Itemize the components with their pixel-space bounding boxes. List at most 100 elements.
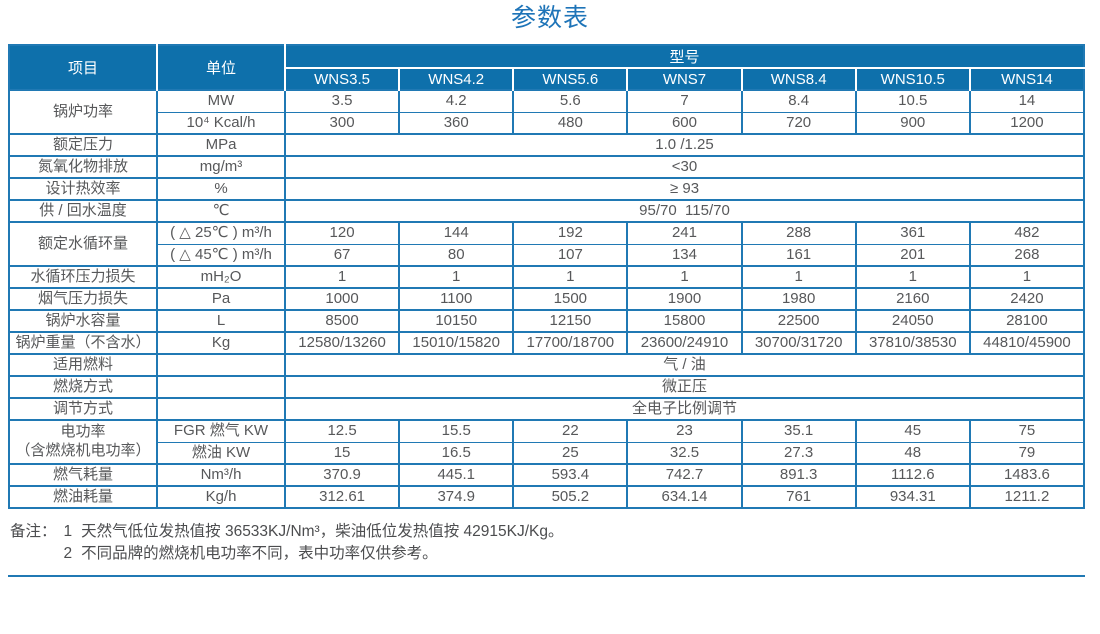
value-cell: 15 bbox=[283, 441, 401, 465]
item-cell: 烟气压力损失 bbox=[8, 287, 158, 311]
value-cell: 10150 bbox=[398, 309, 515, 333]
value-cell: 32.5 bbox=[626, 441, 743, 465]
table-row: 燃油 KW 15 16.5 25 32.5 27.3 48 79 bbox=[9, 441, 1086, 465]
value-cell: 10.5 bbox=[854, 89, 971, 113]
table-body: 锅炉功率 MW 3.5 4.2 5.6 7 8.4 10.5 14 10⁴ Kcal/h 300 36… bbox=[8, 89, 1086, 509]
model-column-header: WNS10.5 bbox=[854, 68, 970, 90]
page-title: 参数表 bbox=[510, 4, 589, 32]
note-item: 2 不同品牌的燃烧机电功率不同，表中功率仅供参考。 bbox=[59, 543, 564, 565]
value-cell: 15.5 bbox=[398, 419, 515, 443]
parameters-table: 项目 单位 型号 WNS3.5 WNS4.2 WNS5.6 WNS7 WNS8.4 WNS… bbox=[8, 44, 1086, 509]
value-cell: 3.5 bbox=[283, 89, 401, 113]
value-cell: 27.3 bbox=[740, 441, 857, 465]
note-item: 1 天然气低位发热值按 36533KJ/Nm³，柴油低位发热值按 42915KJ/… bbox=[59, 521, 564, 543]
value-cell: 144 bbox=[398, 221, 515, 245]
value-cell: 1200 bbox=[968, 111, 1086, 135]
item-cell: 水循环压力损失 bbox=[8, 265, 158, 289]
table-row: 锅炉重量（不含水） Kg 12580/13260 15010/15820 17700/1… bbox=[8, 331, 1086, 355]
value-cell: 44810/45900 bbox=[968, 331, 1086, 355]
unit-cell: 10⁴ Kcal/h bbox=[156, 111, 286, 135]
table-row: 调节方式 全电子比例调节 bbox=[8, 397, 1085, 421]
header-row-models: WNS3.5 WNS4.2 WNS5.6 WNS7 WNS8.4 WNS10.5 WNS14 bbox=[9, 68, 1084, 90]
unit-cell: ( △ 25℃ ) m³/h bbox=[156, 221, 286, 245]
table-row: 供 / 回水温度 ℃ 95/70 115/70 bbox=[8, 199, 1085, 223]
value-cell: 268 bbox=[968, 243, 1086, 267]
value-cell: 107 bbox=[512, 243, 629, 267]
table-row: 水循环压力损失 mH₂O 1 1 1 1 1 1 1 bbox=[8, 265, 1086, 289]
value-cell: 593.4 bbox=[512, 463, 629, 487]
value-cell: 120 bbox=[283, 221, 401, 245]
value-cell: 1 bbox=[283, 265, 401, 289]
model-column-header: WNS7 bbox=[626, 68, 742, 90]
item-cell: 设计热效率 bbox=[8, 177, 158, 201]
unit-cell bbox=[156, 353, 286, 377]
value-cell: 24050 bbox=[854, 309, 971, 333]
value-cell: 80 bbox=[398, 243, 515, 267]
value-cell: 900 bbox=[854, 111, 971, 135]
unit-cell: MPa bbox=[156, 133, 286, 157]
table-row: 燃油耗量 Kg/h 312.61 374.9 505.2 634.14 761 934.31 1… bbox=[8, 485, 1086, 509]
value-cell: 7 bbox=[626, 89, 743, 113]
value-cell: 1 bbox=[626, 265, 743, 289]
model-column-header: WNS4.2 bbox=[398, 68, 514, 90]
table-header: 项目 单位 型号 WNS3.5 WNS4.2 WNS5.6 WNS7 WNS8.4 WNS… bbox=[9, 45, 1084, 90]
unit-cell: MW bbox=[156, 89, 286, 113]
value-cell: 505.2 bbox=[512, 485, 629, 509]
item-cell: 燃烧方式 bbox=[8, 375, 158, 399]
value-cell: 25 bbox=[512, 441, 629, 465]
value-cell: 312.61 bbox=[283, 485, 401, 509]
table-row: 设计热效率% ≥ 93 bbox=[8, 177, 1085, 201]
note-text: 天然气低位发热值按 36533KJ/Nm³，柴油低位发热值按 42915KJ/K… bbox=[81, 523, 564, 540]
value-cell: 720 bbox=[740, 111, 857, 135]
merged-value-cell: <30 bbox=[284, 155, 1085, 179]
model-column-header: WNS5.6 bbox=[512, 68, 628, 90]
notes: 备注： 1 天然气低位发热值按 36533KJ/Nm³，柴油低位发热值按 4291… bbox=[10, 521, 1100, 565]
value-cell: 37810/38530 bbox=[854, 331, 971, 355]
value-cell: 761 bbox=[740, 485, 857, 509]
value-cell: 23 bbox=[626, 419, 743, 443]
value-cell: 12.5 bbox=[283, 419, 401, 443]
merged-value-cell: 95/70 115/70 bbox=[284, 199, 1085, 223]
model-column-header: WNS14 bbox=[968, 68, 1084, 90]
table-row: 锅炉水容量 L 8500 10150 12150 15800 22500 24050 28100 bbox=[8, 309, 1086, 333]
table-row: 氮氧化物排放 mg/m³ <30 bbox=[8, 155, 1085, 179]
value-cell: 30700/31720 bbox=[740, 331, 857, 355]
value-cell: 5.6 bbox=[512, 89, 629, 113]
merged-value-cell: 1.0 /1.25 bbox=[284, 133, 1085, 157]
value-cell: 1100 bbox=[398, 287, 515, 311]
value-cell: 8.4 bbox=[740, 89, 857, 113]
value-cell: 134 bbox=[626, 243, 743, 267]
table-row: 烟气压力损失 Pa 1000 1100 1500 1900 1980 2160 2420 bbox=[8, 287, 1086, 311]
bottom-rule bbox=[8, 575, 1085, 577]
value-cell: 480 bbox=[512, 111, 629, 135]
merged-value-cell: ≥ 93 bbox=[284, 177, 1085, 201]
unit-cell: Pa bbox=[156, 287, 286, 311]
value-cell: 1483.6 bbox=[968, 463, 1086, 487]
value-cell: 634.14 bbox=[626, 485, 743, 509]
item-cell: 锅炉重量（不含水） bbox=[8, 331, 158, 355]
value-cell: 361 bbox=[854, 221, 971, 245]
col-header-model-group: 型号 bbox=[285, 45, 1084, 69]
value-cell: 374.9 bbox=[398, 485, 515, 509]
value-cell: 1000 bbox=[283, 287, 401, 311]
model-column-header: WNS8.4 bbox=[740, 68, 856, 90]
value-cell: 2420 bbox=[968, 287, 1086, 311]
table-row: 额定压力 MPa 1.0 /1.25 bbox=[8, 133, 1085, 157]
value-cell: 1211.2 bbox=[968, 485, 1086, 509]
item-cell: 燃气耗量 bbox=[8, 463, 158, 487]
value-cell: 192 bbox=[512, 221, 629, 245]
item-cell: 锅炉功率 bbox=[8, 89, 158, 135]
value-cell: 1 bbox=[512, 265, 629, 289]
value-cell: 23600/24910 bbox=[626, 331, 743, 355]
value-cell: 12150 bbox=[512, 309, 629, 333]
value-cell: 300 bbox=[283, 111, 401, 135]
value-cell: 1980 bbox=[740, 287, 857, 311]
value-cell: 742.7 bbox=[626, 463, 743, 487]
value-cell: 1500 bbox=[512, 287, 629, 311]
unit-cell: % bbox=[156, 177, 286, 201]
value-cell: 79 bbox=[968, 441, 1086, 465]
value-cell: 67 bbox=[283, 243, 401, 267]
value-cell: 16.5 bbox=[398, 441, 515, 465]
value-cell: 8500 bbox=[283, 309, 401, 333]
value-cell: 17700/18700 bbox=[512, 331, 629, 355]
